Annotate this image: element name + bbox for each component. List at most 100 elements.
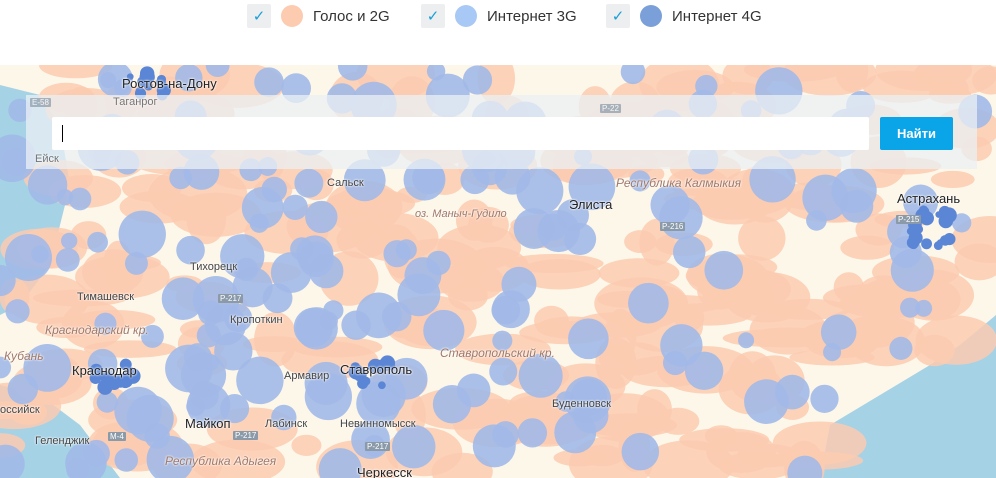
coverage-4g-area: [936, 239, 944, 247]
coverage-3g-area: [385, 357, 428, 400]
road-sign: P-217: [365, 442, 391, 451]
coverage-3g-area: [254, 67, 284, 97]
city-label: Тихорецк: [190, 261, 238, 273]
coverage-2g-area: [254, 311, 298, 367]
coverage-3g-area: [5, 299, 30, 324]
coverage-3g-area: [140, 324, 164, 348]
coverage-3g-area: [629, 170, 651, 192]
city-label: Невинномысск: [340, 418, 416, 430]
coverage-3g-area: [94, 312, 117, 335]
coverage-3g-area: [118, 210, 166, 258]
coverage-4g-area: [941, 207, 957, 223]
checkbox-checked-icon[interactable]: ✓: [247, 4, 271, 28]
coverage-3g-area: [570, 378, 608, 416]
coverage-3g-area: [241, 186, 284, 229]
coverage-3g-area: [161, 277, 205, 321]
coverage-3g-area: [492, 421, 519, 448]
coverage-2g-area: [553, 449, 606, 467]
coverage-2g-area: [468, 206, 509, 243]
coverage-3g-area: [456, 373, 491, 408]
coverage-3g-area: [820, 314, 857, 350]
coverage-3g-area: [176, 235, 205, 265]
search-button[interactable]: Найти: [880, 117, 953, 150]
coverage-3g-area: [68, 187, 92, 211]
coverage-4g-area: [908, 230, 923, 245]
coverage-3g-area: [810, 384, 839, 413]
coverage-4g-area: [117, 372, 134, 389]
legend-item-voice-2g[interactable]: ✓ Голос и 2G: [247, 3, 390, 29]
road-sign: P-217: [233, 431, 259, 440]
city-label: оссийск: [0, 404, 40, 416]
legend-label: Голос и 2G: [313, 7, 390, 25]
coverage-3g-area: [282, 194, 308, 221]
coverage-4g-area: [367, 358, 383, 374]
checkbox-checked-icon[interactable]: ✓: [606, 4, 630, 28]
coverage-3g-area: [196, 323, 221, 348]
city-label: Астрахань: [897, 191, 961, 206]
coverage-3g-area: [7, 373, 39, 405]
coverage-3g-area: [823, 343, 842, 362]
road-sign: E-58: [30, 98, 51, 107]
coverage-2g-area: [642, 440, 735, 478]
coverage-3g-area: [806, 210, 827, 231]
region-label: Ставропольский кр.: [440, 346, 555, 360]
coverage-2g-area: [840, 235, 895, 260]
coverage-3g-area: [492, 330, 513, 351]
coverage-3g-area: [952, 213, 972, 233]
coverage-3g-area: [61, 232, 78, 250]
river-label: Кубань: [4, 349, 44, 363]
coverage-3g-area: [462, 65, 493, 95]
coverage-3g-area: [66, 457, 90, 478]
coverage-2g-area: [36, 316, 97, 339]
coverage-3g-area: [337, 65, 368, 81]
coverage-3g-area: [915, 299, 933, 317]
coverage-3g-area: [220, 234, 265, 279]
coverage-3g-area: [319, 311, 338, 331]
coverage-3g-area: [169, 166, 192, 190]
coverage-legend: ✓ Голос и 2G ✓ Интернет 3G ✓ Интернет 4G: [0, 0, 996, 65]
coverage-2g-area: [972, 66, 996, 95]
coverage-3g-area: [271, 404, 297, 431]
coverage-3g-area: [890, 248, 934, 292]
city-label: Армавир: [284, 370, 330, 382]
coverage-3g-area: [356, 381, 401, 426]
coverage-3g-area: [516, 167, 564, 215]
legend-item-internet-4g[interactable]: ✓ Интернет 4G: [606, 3, 762, 29]
coverage-3g-area: [620, 65, 646, 85]
coverage-3g-area: [391, 424, 436, 469]
coverage-3g-area: [192, 275, 240, 323]
coverage-3g-area: [183, 343, 212, 372]
checkbox-checked-icon[interactable]: ✓: [421, 4, 445, 28]
region-label: Республика Калмыкия: [616, 176, 742, 190]
coverage-2g-area: [738, 215, 786, 261]
coverage-4g-area: [350, 362, 361, 372]
color-swatch: [640, 5, 662, 27]
coverage-3g-area: [82, 439, 110, 467]
coverage-2g-area: [291, 434, 322, 456]
coverage-3g-area: [294, 168, 324, 198]
coverage-2g-area: [438, 262, 505, 302]
coverage-4g-area: [144, 81, 153, 90]
coverage-3g-area: [87, 231, 108, 253]
coverage-3g-area: [144, 423, 170, 449]
coverage-3g-area: [23, 344, 72, 392]
coverage-3g-area: [517, 418, 548, 448]
coverage-4g-area: [119, 358, 132, 371]
coverage-3g-area: [343, 159, 386, 202]
coverage-3g-area: [831, 167, 877, 214]
road-sign: M-4: [108, 432, 126, 441]
coverage-3g-area: [205, 65, 230, 78]
road-sign: P-217: [218, 294, 244, 303]
coverage-2g-area: [604, 308, 637, 363]
city-label: Майкоп: [185, 416, 231, 431]
color-swatch: [455, 5, 477, 27]
city-label: Краснодар: [72, 363, 137, 378]
city-label: Ставрополь: [340, 362, 413, 377]
coverage-3g-area: [55, 247, 80, 272]
legend-item-internet-3g[interactable]: ✓ Интернет 3G: [421, 3, 577, 29]
address-search-input[interactable]: [52, 117, 869, 150]
coverage-2g-area: [170, 192, 262, 237]
road-sign: P-215: [896, 215, 922, 224]
coverage-4g-area: [379, 355, 396, 371]
color-swatch: [281, 5, 303, 27]
